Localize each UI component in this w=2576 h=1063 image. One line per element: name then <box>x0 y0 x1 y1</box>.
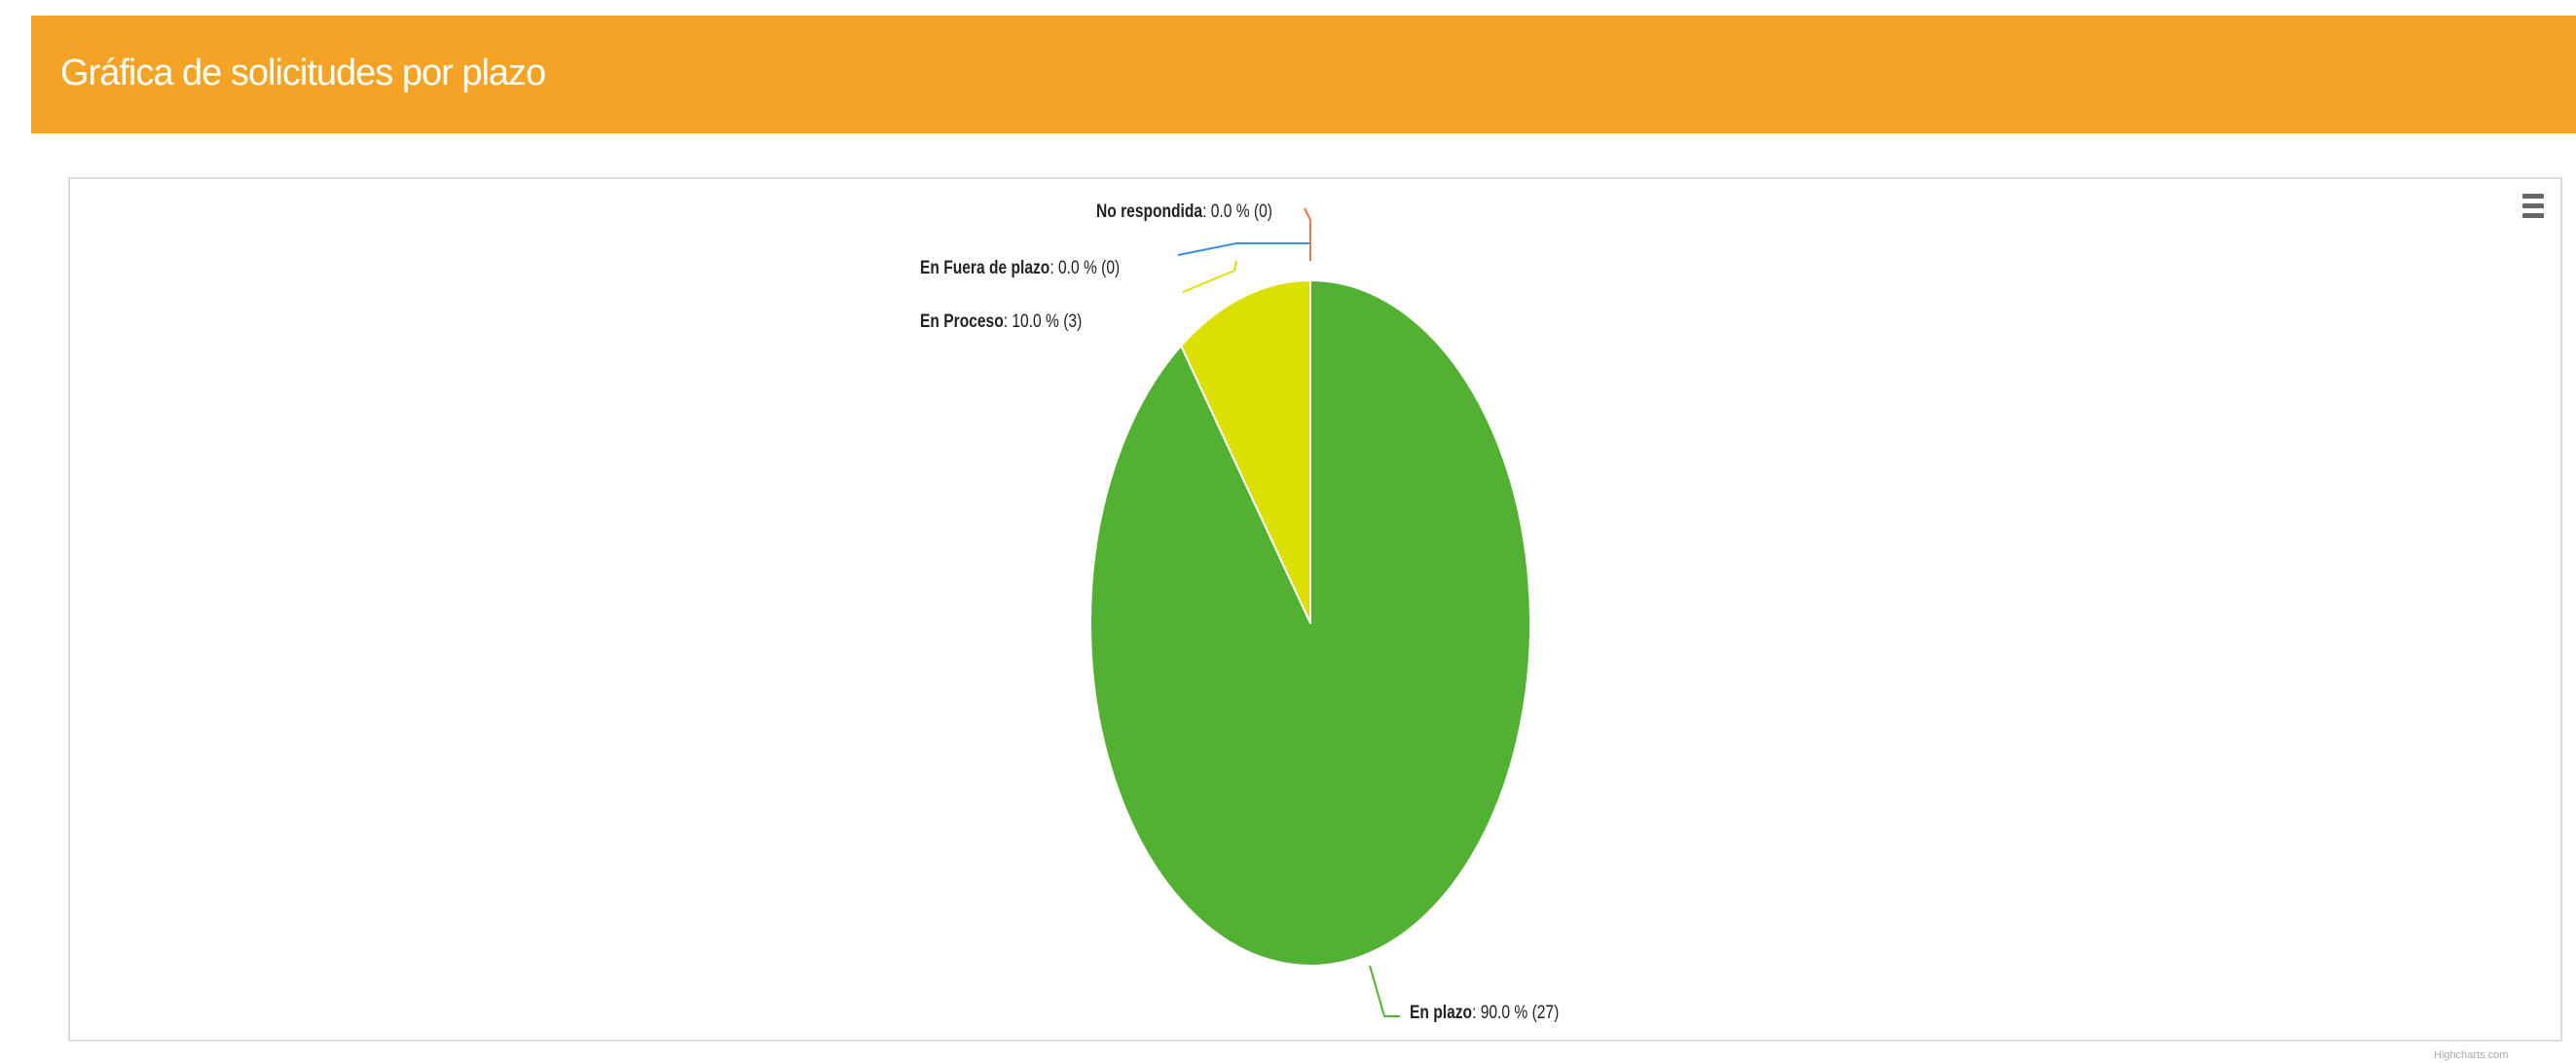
data-label-separator: : <box>1472 1003 1481 1023</box>
data-label: En Fuera de plazo: 0.0 % (0) <box>920 258 1120 279</box>
data-label-name: En plazo <box>1410 1003 1473 1023</box>
data-label-separator: : <box>1049 258 1058 278</box>
data-label-percent: 90.0 % <box>1480 1003 1528 1023</box>
data-label-percent: 10.0 % <box>1012 312 1059 332</box>
data-label-separator: : <box>1003 312 1012 332</box>
data-label-percent: 0.0 % <box>1210 202 1250 222</box>
data-label-count: (27) <box>1531 1003 1560 1023</box>
label-connector <box>1182 260 1237 293</box>
data-label: En plazo: 90.0 % (27) <box>1410 1003 1559 1024</box>
data-label-name: No respondida <box>1096 202 1203 222</box>
pie-slice[interactable] <box>1180 279 1311 624</box>
hamburger-menu-icon-bar <box>2522 213 2544 218</box>
panel-header: Gráfica de solicitudes por plazo <box>31 16 2576 133</box>
data-label-name: En Proceso <box>920 312 1004 332</box>
data-label: En Proceso: 10.0 % (3) <box>920 312 1082 333</box>
label-connector <box>1304 207 1311 261</box>
data-label-name: En Fuera de plazo <box>920 258 1050 278</box>
hamburger-menu-icon-bar <box>2522 203 2544 208</box>
data-label-count: (0) <box>1253 202 1272 222</box>
data-label-count: (0) <box>1101 258 1121 278</box>
data-label-separator: : <box>1202 202 1211 222</box>
chart-credits[interactable]: Highcharts.com <box>2434 1049 2509 1061</box>
panel-title: Gráfica de solicitudes por plazo <box>60 53 546 93</box>
label-connector <box>1177 242 1311 261</box>
label-connector <box>1369 965 1400 1017</box>
data-label-percent: 0.0 % <box>1057 258 1097 278</box>
hamburger-menu-icon <box>2522 194 2544 199</box>
chart-menu-button[interactable] <box>2521 192 2546 221</box>
data-label-count: (3) <box>1063 312 1083 332</box>
data-label: No respondida: 0.0 % (0) <box>1096 202 1272 223</box>
